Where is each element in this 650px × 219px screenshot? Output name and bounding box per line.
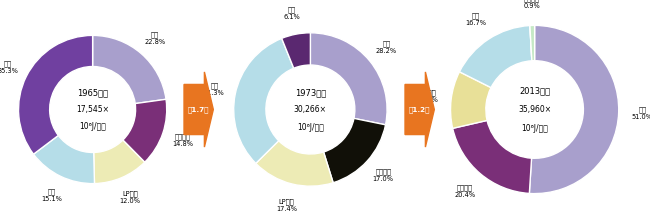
Text: 灯油
16.7%: 灯油 16.7% xyxy=(465,13,486,26)
Text: 灯油
31.3%: 灯油 31.3% xyxy=(204,83,225,96)
Wedge shape xyxy=(19,35,93,154)
Wedge shape xyxy=(123,99,166,162)
Text: 1965年度: 1965年度 xyxy=(77,89,108,98)
Text: 都市ガス
17.0%: 都市ガス 17.0% xyxy=(372,169,394,182)
Wedge shape xyxy=(460,26,532,88)
Text: 電気
22.8%: 電気 22.8% xyxy=(144,31,166,45)
Text: 約1.2倍: 約1.2倍 xyxy=(409,106,430,113)
Wedge shape xyxy=(452,120,532,193)
Text: 30,266×: 30,266× xyxy=(294,105,327,114)
Text: 10⁶J/世帯: 10⁶J/世帯 xyxy=(521,124,548,133)
Wedge shape xyxy=(530,25,535,61)
Text: LPガス
17.4%: LPガス 17.4% xyxy=(276,198,297,212)
FancyArrow shape xyxy=(184,72,213,147)
Text: 35,960×: 35,960× xyxy=(518,105,551,114)
Text: 電気
51.0%: 電気 51.0% xyxy=(632,106,650,120)
Text: 1973年度: 1973年度 xyxy=(294,88,326,97)
Text: 電気
28.2%: 電気 28.2% xyxy=(376,41,397,54)
Text: 約1.7倍: 約1.7倍 xyxy=(188,106,209,113)
Wedge shape xyxy=(450,72,491,128)
Text: 都市ガス
14.8%: 都市ガス 14.8% xyxy=(172,133,193,147)
Wedge shape xyxy=(324,118,385,183)
FancyArrow shape xyxy=(405,72,434,147)
Wedge shape xyxy=(529,25,619,194)
Text: 10⁶J/世帯: 10⁶J/世帯 xyxy=(79,122,106,131)
Wedge shape xyxy=(94,140,145,184)
Text: 2013年度: 2013年度 xyxy=(519,87,550,95)
Wedge shape xyxy=(281,33,311,68)
Text: 太陽熱他
0.9%: 太陽熱他 0.9% xyxy=(523,0,540,9)
Wedge shape xyxy=(234,38,294,163)
Wedge shape xyxy=(310,33,387,125)
Text: 17,545×: 17,545× xyxy=(76,105,109,114)
Wedge shape xyxy=(256,141,333,186)
Wedge shape xyxy=(92,35,166,104)
Wedge shape xyxy=(530,26,532,61)
Text: 石炭
35.3%: 石炭 35.3% xyxy=(0,60,18,74)
Text: LPガス
11.0%: LPガス 11.0% xyxy=(417,90,438,104)
Text: 都市ガス
20.4%: 都市ガス 20.4% xyxy=(454,185,476,198)
Text: 10⁶J/世帯: 10⁶J/世帯 xyxy=(297,123,324,132)
Text: 灯油
15.1%: 灯油 15.1% xyxy=(41,188,62,202)
Wedge shape xyxy=(34,135,94,184)
Text: LPガス
12.0%: LPガス 12.0% xyxy=(119,190,140,204)
Text: 石炭
6.1%: 石炭 6.1% xyxy=(283,6,300,20)
